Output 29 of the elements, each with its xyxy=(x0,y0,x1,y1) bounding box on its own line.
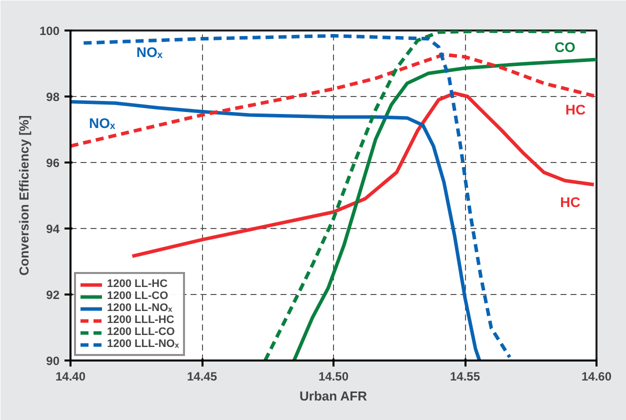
y-tick-label: 90 xyxy=(46,354,60,368)
legend-label: 1200 LLL-HC xyxy=(107,314,174,326)
line-series xyxy=(292,58,596,360)
annotation: CO xyxy=(554,39,576,55)
x-tick-label: 14.50 xyxy=(318,370,349,384)
line-series xyxy=(70,100,482,360)
line-series xyxy=(130,91,596,258)
y-tick-label: 92 xyxy=(46,288,60,302)
legend-label: 1200 LLL-NOₓ xyxy=(107,338,179,350)
line-series xyxy=(82,34,512,359)
x-tick-label: 14.40 xyxy=(55,370,86,384)
y-tick-label: 96 xyxy=(46,156,60,170)
x-tick-label: 14.55 xyxy=(450,370,480,384)
legend-label: 1200 LLL-CO xyxy=(107,326,175,338)
x-axis-title: Urban AFR xyxy=(300,388,368,404)
x-tick-label: 14.60 xyxy=(581,370,612,384)
annotation: NOₓ xyxy=(88,114,116,131)
legend-label: 1200 LL-NOₓ xyxy=(107,302,172,314)
y-tick-label: 100 xyxy=(39,24,60,38)
annotation: HC xyxy=(560,194,580,210)
legend-label: 1200 LL-HC xyxy=(107,278,168,290)
y-tick-label: 94 xyxy=(46,222,60,236)
annotation: NOₓ xyxy=(136,44,164,60)
y-tick-label: 98 xyxy=(46,90,60,104)
legend-label: 1200 LL-CO xyxy=(107,290,168,302)
line-series xyxy=(263,30,588,360)
x-tick-label: 14.45 xyxy=(186,370,218,384)
annotation: HC xyxy=(565,102,586,118)
y-axis-title: Conversion Efficiency [%] xyxy=(16,115,32,276)
